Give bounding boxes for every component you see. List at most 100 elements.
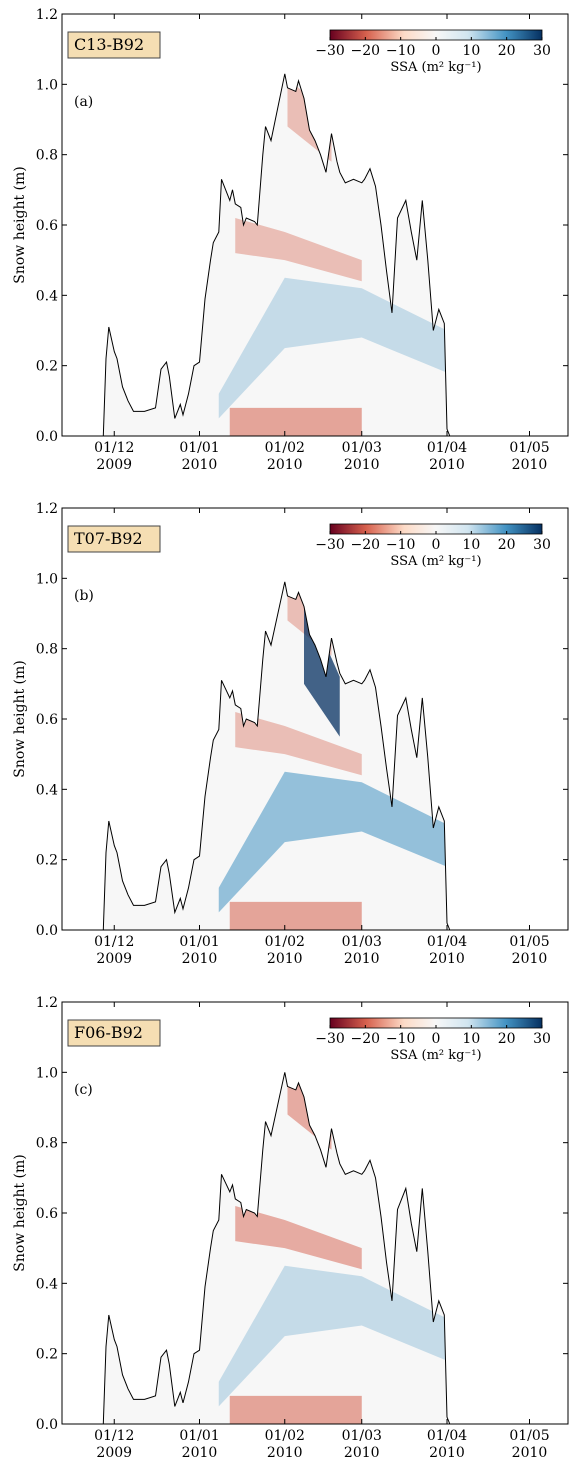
y-tick-label-b: 0.2 — [36, 853, 58, 869]
ssa-band-upper-c — [235, 1205, 362, 1270]
y-tick-label-a: 0.8 — [36, 148, 58, 164]
ssa-spot-april-a — [452, 260, 456, 278]
colorbar-tick-label-a: −30 — [315, 43, 345, 59]
colorbar-label-a: SSA (m² kg⁻¹) — [390, 60, 481, 75]
x-tick-year-c: 2010 — [512, 1445, 548, 1461]
colorbar-tick-label-c: 0 — [432, 1031, 441, 1047]
x-tick-year-b: 2009 — [96, 951, 132, 967]
colorbar-tick-label-b: −20 — [351, 537, 381, 553]
ssa-band-mid-a — [218, 277, 447, 419]
snow-height-line-b — [102, 581, 451, 931]
x-tick-year-c: 2009 — [96, 1445, 132, 1461]
x-ticks-a: 01/12200901/01201001/02201001/03201001/0… — [94, 14, 550, 473]
ssa-band-upper-a — [235, 217, 362, 282]
y-tick-label-a: 0.0 — [36, 429, 58, 445]
colorbar-tick-label-c: −30 — [315, 1031, 345, 1047]
colorbar-label-c: SSA (m² kg⁻¹) — [390, 1048, 481, 1063]
panel-letter-b: (b) — [74, 588, 94, 604]
x-tick-year-a: 2009 — [96, 457, 132, 473]
panel-letter-c: (c) — [74, 1082, 93, 1098]
panel-c: 0.00.20.40.60.81.01.2 01/12200901/012010… — [12, 995, 569, 1461]
snow-field-c — [103, 1072, 456, 1424]
x-tick-label-a: 01/12 — [94, 440, 134, 456]
ssa-band-basal-a — [229, 407, 362, 436]
x-tick-label-b: 01/02 — [265, 934, 305, 950]
y-tick-label-c: 0.8 — [36, 1136, 58, 1152]
x-tick-label-a: 01/01 — [179, 440, 219, 456]
ssa-band-basal-c — [229, 1395, 362, 1424]
model-label-box-a: C13-B92 — [67, 31, 161, 59]
x-tick-year-c: 2010 — [267, 1445, 303, 1461]
model-label-a: C13-B92 — [74, 35, 144, 54]
x-tick-year-b: 2010 — [344, 951, 380, 967]
ssa-band-mid-c — [218, 1265, 447, 1407]
x-tick-label-c: 01/04 — [427, 1428, 467, 1444]
y-axis-label-c: Snow height (m) — [12, 1154, 28, 1272]
y-axis-label-a: Snow height (m) — [12, 166, 28, 284]
colorbar-c: −30 −20 −10 0 10 20 30 SSA (m² kg⁻¹) — [315, 1017, 551, 1063]
ssa-band-upper-b — [235, 711, 362, 776]
colorbar-tick-label-b: 0 — [432, 537, 441, 553]
model-label-c: F06-B92 — [74, 1023, 143, 1042]
x-tick-label-b: 01/05 — [509, 934, 549, 950]
colorbar-b: −30 −20 −10 0 10 20 30 SSA (m² kg⁻¹) — [315, 523, 551, 569]
y-tick-label-b: 0.8 — [36, 642, 58, 658]
y-tick-label-a: 1.0 — [36, 77, 58, 93]
panel-b: 0.00.20.40.60.81.01.2 01/12200901/012010… — [12, 501, 569, 967]
colorbar-tick-label-c: −20 — [351, 1031, 381, 1047]
snow-field-a — [103, 73, 505, 437]
snowpack-base-a — [103, 73, 505, 437]
x-tick-year-a: 2010 — [344, 457, 380, 473]
colorbar-tick-label-a: −10 — [386, 43, 416, 59]
y-tick-label-b: 0.6 — [36, 712, 58, 728]
snow-height-line-c — [102, 1072, 451, 1425]
x-tick-label-b: 01/03 — [342, 934, 382, 950]
x-tick-label-a: 01/05 — [509, 440, 549, 456]
y-tick-label-a: 1.2 — [36, 7, 58, 23]
x-ticks-b: 01/12200901/01201001/02201001/03201001/0… — [94, 508, 550, 967]
y-tick-label-c: 1.2 — [36, 995, 58, 1011]
colorbar-tick-label-a: 30 — [533, 43, 551, 59]
colorbar-tick-label-b: 30 — [533, 537, 551, 553]
y-tick-label-b: 0.0 — [36, 923, 58, 939]
x-tick-label-c: 01/03 — [342, 1428, 382, 1444]
colorbar-tick-label-b: −10 — [386, 537, 416, 553]
y-ticks-b: 0.0 0.2 0.4 0.6 0.8 1.0 1.2 — [36, 501, 568, 939]
x-tick-year-b: 2010 — [182, 951, 218, 967]
x-tick-year-c: 2010 — [429, 1445, 465, 1461]
y-tick-label-c: 0.0 — [36, 1417, 58, 1433]
y-ticks-c: 0.0 0.2 0.4 0.6 0.8 1.0 1.2 — [36, 995, 568, 1433]
panel-a: 0.00.20.40.60.81.01.2 01/12200901/012010… — [12, 7, 569, 473]
x-tick-label-b: 01/12 — [94, 934, 134, 950]
x-tick-label-a: 01/02 — [265, 440, 305, 456]
x-tick-year-a: 2010 — [429, 457, 465, 473]
y-axis-label-b: Snow height (m) — [12, 660, 28, 778]
x-tick-label-c: 01/12 — [94, 1428, 134, 1444]
model-label-box-c: F06-B92 — [67, 1019, 161, 1047]
colorbar-tick-label-a: 0 — [432, 43, 441, 59]
x-tick-year-c: 2010 — [182, 1445, 218, 1461]
x-tick-year-b: 2010 — [429, 951, 465, 967]
x-tick-label-c: 01/02 — [265, 1428, 305, 1444]
x-tick-label-b: 01/04 — [427, 934, 467, 950]
x-tick-label-b: 01/01 — [179, 934, 219, 950]
x-tick-year-a: 2010 — [512, 457, 548, 473]
y-ticks-a: 0.0 0.2 0.4 0.6 0.8 1.0 1.2 — [36, 7, 568, 445]
y-tick-label-c: 0.6 — [36, 1206, 58, 1222]
colorbar-tick-label-c: 30 — [533, 1031, 551, 1047]
x-tick-year-b: 2010 — [267, 951, 303, 967]
colorbar-tick-label-a: 20 — [498, 43, 516, 59]
ssa-spot-april-c — [453, 1248, 456, 1266]
ssa-spot-april-b — [453, 754, 456, 772]
y-tick-label-b: 1.2 — [36, 501, 58, 517]
colorbar-tick-label-b: 10 — [462, 537, 480, 553]
snowpack-base-b — [103, 581, 450, 930]
model-label-box-b: T07-B92 — [67, 525, 161, 553]
x-ticks-c: 01/12200901/01201001/02201001/03201001/0… — [94, 1002, 550, 1461]
x-tick-label-a: 01/04 — [427, 440, 467, 456]
colorbar-a: −30 −20 −10 0 10 20 30 SSA (m² kg⁻¹) — [315, 29, 551, 75]
y-tick-label-a: 0.6 — [36, 218, 58, 234]
x-tick-label-c: 01/01 — [179, 1428, 219, 1444]
y-tick-label-a: 0.4 — [36, 288, 58, 304]
